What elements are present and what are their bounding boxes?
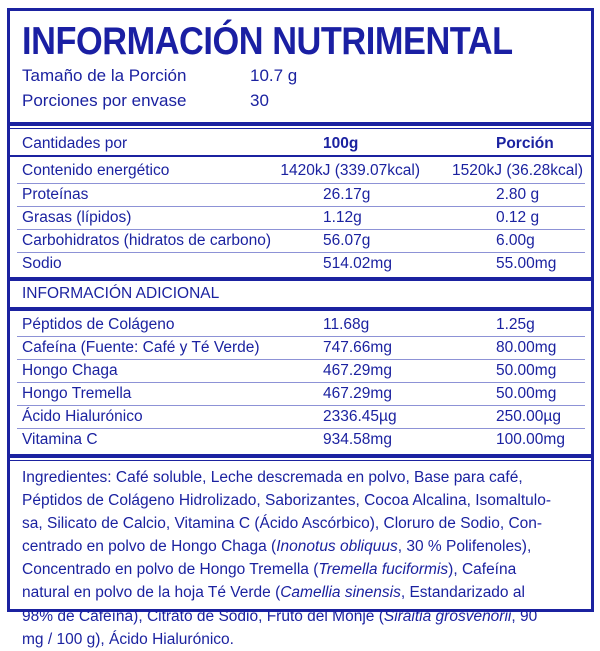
text: , 90 (511, 607, 538, 625)
additional-name: Hongo Chaga (22, 362, 118, 379)
divider (10, 307, 591, 311)
nutrient-row: Carbohidratos (hidratos de carbono) 56.07… (22, 229, 583, 252)
text: , 30 % Polifenoles), (397, 538, 532, 556)
text: ), Cafeína (448, 561, 517, 579)
ingredients-line: Péptidos de Colágeno Hidrolizado, Sabori… (22, 492, 552, 510)
additional-name: Cafeína (Fuente: Café y Té Verde) (22, 339, 260, 356)
nutrient-portion: 6.00g (496, 232, 535, 249)
nutrient-row: Contenido energético 1420kJ (339.07kcal)… (22, 159, 583, 182)
scientific-name: Camellia sinensis (280, 584, 401, 602)
serving-size-label: Tamaño de la Porción (22, 66, 187, 85)
scientific-name: Siraitia grosvenorii (383, 607, 512, 625)
serving-size-value: 10.7 g (250, 66, 298, 85)
additional-100g: 934.58mg (323, 431, 392, 448)
nutrient-portion: 1520kJ (36.28kcal) (452, 162, 583, 179)
nutrient-name: Sodio (22, 255, 62, 272)
divider (10, 128, 591, 129)
nutrient-100g: 514.02mg (323, 255, 392, 272)
additional-100g: 11.68g (323, 316, 370, 333)
header-portion: Porción (496, 135, 554, 152)
ingredients-line: Ingredientes: Café soluble, Leche descre… (22, 469, 523, 486)
scientific-name: Tremella fuciformis (318, 561, 449, 579)
servings-per-container: Porciones por envase 30 (22, 91, 269, 111)
additional-title: INFORMACIÓN ADICIONAL (22, 285, 220, 302)
text: 98% de Cafeína), Citrato de Sodio, Fruto… (22, 607, 384, 625)
additional-100g: 467.29mg (323, 362, 392, 379)
additional-portion: 50.00mg (496, 362, 557, 379)
divider (10, 454, 591, 458)
additional-row: Vitamina C 934.58mg 100.00mg (22, 428, 583, 451)
nutrient-100g: 1.12g (323, 209, 362, 226)
nutrient-row: Grasas (lípidos) 1.12g 0.12 g (22, 206, 583, 229)
additional-portion: 1.25g (496, 316, 535, 333)
column-header-row: Cantidades por 100g Porción (22, 132, 583, 155)
additional-row: Hongo Chaga 467.29mg 50.00mg (22, 359, 583, 382)
additional-100g: 467.29mg (323, 385, 392, 402)
nutrition-label: INFORMACIÓN NUTRIMENTAL Tamaño de la Por… (7, 8, 594, 648)
additional-row: Péptidos de Colágeno 11.68g 1.25g (22, 313, 583, 336)
additional-row: Ácido Hialurónico 2336.45µg 250.00µg (22, 405, 583, 428)
ingredients-line: sa, Silicato de Calcio, Vitamina C (Ácid… (22, 515, 543, 533)
ingredients-line: 98% de Cafeína), Citrato de Sodio, Fruto… (22, 605, 551, 628)
ingredients-line: mg / 100 g), Ácido Hialurónico. (22, 630, 234, 648)
row-separator (17, 428, 585, 429)
row-separator (17, 382, 585, 383)
ingredients-line: Concentrado en polvo de Hongo Tremella (… (22, 558, 551, 581)
nutrient-row: Proteínas 26.17g 2.80 g (22, 183, 583, 206)
row-separator (17, 336, 585, 337)
nutrient-100g: 56.07g (323, 232, 371, 249)
additional-portion: 250.00µg (496, 408, 561, 425)
additional-portion: 50.00mg (496, 385, 557, 402)
ingredients-line: natural en polvo de la hoja Té Verde (Ca… (22, 581, 551, 604)
row-separator (17, 229, 585, 230)
additional-name: Ácido Hialurónico (22, 408, 143, 425)
nutrient-100g: 1420kJ (339.07kcal) (280, 162, 420, 179)
servings-label: Porciones por envase (22, 91, 187, 110)
scientific-name: Inonotus obliquus (276, 538, 398, 556)
additional-row: Cafeína (Fuente: Café y Té Verde) 747.66m… (22, 336, 583, 359)
divider (10, 460, 591, 461)
additional-name: Hongo Tremella (22, 385, 132, 402)
nutrient-name: Carbohidratos (hidratos de carbono) (22, 232, 271, 249)
divider (10, 155, 591, 157)
additional-name: Vitamina C (22, 431, 98, 448)
row-separator (17, 183, 585, 184)
additional-100g: 2336.45µg (323, 408, 397, 425)
nutrient-name: Proteínas (22, 186, 89, 203)
additional-row: Hongo Tremella 467.29mg 50.00mg (22, 382, 583, 405)
ingredients-text: Ingredientes: Café soluble, Leche descre… (22, 466, 551, 651)
nutrient-name: Contenido energético (22, 162, 170, 179)
nutrient-row: Sodio 514.02mg 55.00mg (22, 252, 583, 275)
nutrient-portion: 55.00mg (496, 255, 557, 272)
header-label: Cantidades por (22, 135, 128, 152)
row-separator (17, 405, 585, 406)
nutrient-name: Grasas (lípidos) (22, 209, 132, 226)
text: natural en polvo de la hoja Té Verde ( (22, 584, 281, 602)
text: , Estandarizado al (400, 584, 525, 602)
additional-portion: 100.00mg (496, 431, 565, 448)
servings-value: 30 (250, 91, 269, 110)
serving-size: Tamaño de la Porción 10.7 g (22, 66, 297, 86)
nutrient-portion: 0.12 g (496, 209, 540, 226)
additional-name: Péptidos de Colágeno (22, 316, 175, 333)
additional-portion: 80.00mg (496, 339, 557, 356)
divider (10, 277, 591, 281)
additional-header-row: INFORMACIÓN ADICIONAL (22, 282, 583, 305)
row-separator (17, 206, 585, 207)
text: Concentrado en polvo de Hongo Tremella ( (22, 561, 319, 579)
label-title: INFORMACIÓN NUTRIMENTAL (22, 20, 513, 63)
nutrient-100g: 26.17g (323, 186, 371, 203)
row-separator (17, 359, 585, 360)
header-100g: 100g (323, 135, 359, 152)
additional-100g: 747.66mg (323, 339, 392, 356)
nutrient-portion: 2.80 g (496, 186, 540, 203)
text: centrado en polvo de Hongo Chaga ( (22, 538, 277, 556)
row-separator (17, 252, 585, 253)
ingredients-line: centrado en polvo de Hongo Chaga (Inonot… (22, 535, 551, 558)
divider (10, 122, 591, 126)
